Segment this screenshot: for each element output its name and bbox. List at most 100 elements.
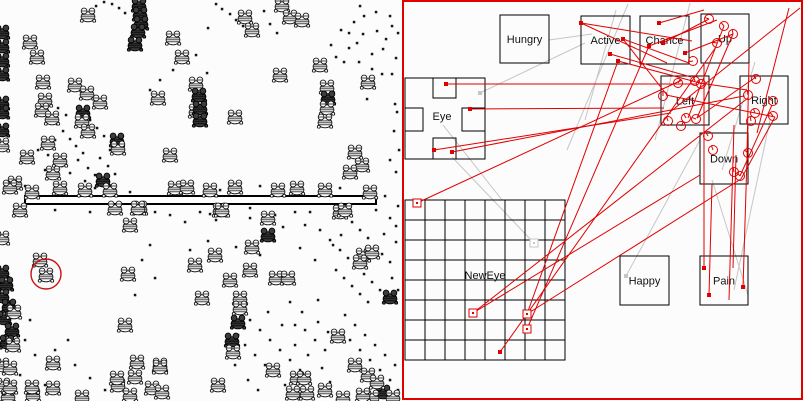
food-dot (390, 24, 394, 28)
food-dot (346, 256, 350, 260)
food-dot (158, 78, 162, 82)
food-dot (334, 268, 338, 272)
food-dot (68, 171, 72, 175)
food-dot (56, 106, 60, 110)
neuron-circle (768, 96, 778, 106)
neuron-activation-tick (769, 112, 774, 117)
food-dot (298, 368, 302, 372)
food-dot (36, 148, 40, 152)
food-dot (370, 280, 374, 284)
grid-sensor-dot (416, 202, 418, 204)
food-dot (368, 358, 372, 362)
food-dot (316, 320, 320, 324)
food-dot (396, 288, 400, 292)
node-label-left: Left (676, 96, 694, 108)
food-dot (268, 22, 272, 26)
red-connection-line (740, 116, 776, 180)
food-dot (394, 56, 398, 60)
food-dot (375, 29, 379, 33)
synapse-marker (616, 59, 620, 63)
node-label-neweye: NewEye (465, 270, 506, 282)
node-label-happy: Happy (629, 276, 661, 288)
red-connection-line (469, 107, 665, 110)
food-dot (74, 144, 78, 148)
food-dot (350, 220, 354, 224)
red-connection-line (526, 45, 650, 330)
food-dot (392, 129, 396, 133)
neuron-circle (751, 74, 761, 84)
brain-panel: HungryActiveChanceUpLeftRightDownHappyPa… (402, 0, 804, 401)
food-dot (18, 373, 22, 377)
food-dot (128, 190, 132, 194)
synapse-marker (657, 21, 661, 25)
food-dot (396, 204, 400, 208)
food-dot (355, 41, 359, 45)
neuron-activation-tick (720, 22, 725, 27)
world-panel[interactable] (0, 0, 402, 401)
food-dot (362, 272, 366, 276)
neuron-circle (746, 116, 756, 126)
food-dot (380, 72, 384, 76)
synapse-marker (702, 266, 706, 270)
neuron-activation-tick (749, 116, 752, 122)
food-dot (258, 253, 262, 257)
food-dot (33, 353, 37, 357)
food-dot (361, 32, 365, 36)
synapse-marker (579, 21, 583, 25)
food-dot (266, 310, 270, 314)
food-dot (384, 37, 388, 41)
food-dot (357, 60, 361, 64)
red-connection-line (617, 60, 701, 84)
food-dot (390, 72, 394, 76)
food-dot (208, 212, 212, 216)
food-dot (168, 213, 172, 217)
food-dot (388, 158, 392, 162)
food-dot (350, 284, 354, 288)
red-connection-line (728, 124, 735, 301)
food-dot (43, 168, 47, 172)
neuron-circle (708, 145, 718, 155)
food-dot (374, 10, 378, 14)
food-dot (343, 313, 347, 317)
neuron-circle (729, 167, 739, 177)
food-dot (308, 210, 312, 214)
food-dot (93, 186, 97, 190)
node-box-up (700, 13, 750, 64)
food-dot (214, 2, 218, 6)
neuron-activation-tick (731, 29, 734, 35)
food-dot (323, 348, 327, 352)
food-dot (338, 186, 342, 190)
food-dot (248, 206, 252, 210)
food-dot (394, 170, 398, 174)
food-dot (380, 252, 384, 256)
food-dot (303, 223, 307, 227)
food-dot (102, 0, 106, 4)
food-dot (313, 338, 317, 342)
food-dot (108, 148, 112, 152)
synapse-marker (647, 44, 651, 48)
food-dot (258, 328, 262, 332)
synapse-marker (608, 52, 612, 56)
food-dot (358, 292, 362, 296)
food-dot (342, 60, 346, 64)
food-dot (298, 246, 302, 250)
neuron-activation-tick (712, 41, 718, 44)
neuron-activation-tick (680, 121, 684, 127)
neuron-circle (712, 38, 722, 48)
food-dot (331, 243, 335, 247)
food-dot (88, 210, 92, 214)
gray-connection-line (566, 3, 629, 151)
food-dot (288, 358, 292, 362)
neuron-activation-tick (677, 78, 681, 84)
food-dot (243, 343, 247, 347)
gray-grid-sensor-dot (533, 242, 535, 244)
red-connection-line (669, 7, 801, 113)
food-dot (358, 228, 362, 232)
neuron-activation-tick (697, 80, 702, 85)
food-dot (113, 172, 117, 176)
neuron-circle (728, 29, 738, 39)
food-dot (241, 24, 245, 28)
neuron-activation-tick (704, 16, 710, 20)
neuron-circle (750, 108, 760, 118)
synapse-marker (450, 150, 454, 154)
